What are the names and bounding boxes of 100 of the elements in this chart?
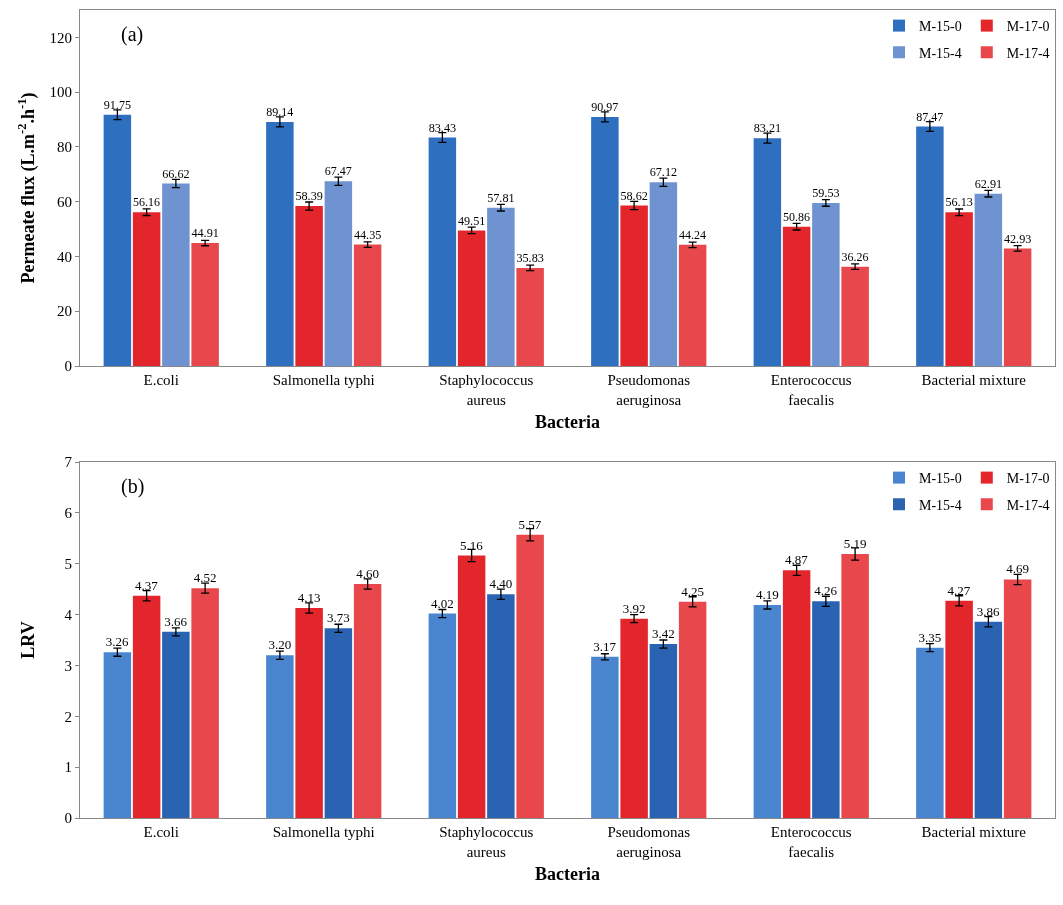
data-label: 3.35 [918, 629, 942, 645]
bar [487, 594, 515, 818]
bar [132, 595, 161, 818]
data-label: 3.86 [976, 603, 1000, 619]
bar [132, 212, 161, 366]
y-tick-label: 20 [57, 303, 72, 320]
y-tick-label: 5 [64, 555, 72, 572]
bar [591, 116, 619, 366]
legend-label: M-15-4 [919, 497, 962, 513]
data-label: 3.42 [652, 626, 675, 642]
legend-label: M-17-0 [1006, 471, 1050, 487]
bar [1003, 248, 1032, 366]
data-label: 44.91 [191, 226, 219, 241]
y-tick-label: 1 [64, 759, 72, 776]
bar [841, 554, 869, 818]
data-label: 90.97 [591, 100, 619, 115]
y-tick-label: 120 [49, 29, 72, 46]
x-tick-label: Bacterial mixture [921, 372, 1027, 388]
bar [516, 534, 544, 818]
data-label: 4.25 [681, 583, 704, 599]
data-label: 42.93 [1003, 231, 1032, 246]
x-tick-label: Enterococcus faecalis [770, 824, 852, 860]
bar [841, 266, 869, 366]
legend-label: M-17-4 [1006, 45, 1050, 61]
data-label: 3.92 [622, 600, 646, 616]
data-label: 4.19 [756, 586, 779, 602]
data-label: 49.51 [457, 213, 486, 228]
bar [782, 226, 811, 366]
bar [649, 182, 678, 366]
bar [191, 588, 219, 818]
bar [782, 570, 811, 818]
y-tick-label: 0 [64, 810, 72, 827]
bar [753, 138, 782, 366]
data-label: 4.27 [947, 582, 971, 598]
data-label: 3.73 [327, 610, 350, 626]
data-label: 4.40 [489, 576, 513, 592]
bar [591, 656, 619, 818]
legend-label: M-17-4 [1006, 497, 1050, 513]
legend-label: M-15-0 [919, 471, 962, 487]
data-label: 50.86 [782, 209, 810, 224]
legend-label: M-15-4 [919, 45, 962, 61]
bar [103, 652, 132, 818]
x-tick-label: Pseudomonas aeruginosa [607, 372, 691, 408]
bar [974, 621, 1003, 818]
y-axis-title: LRV [18, 621, 38, 659]
y-tick-label: 40 [57, 248, 72, 265]
data-label: 3.26 [105, 634, 129, 650]
bar [103, 114, 132, 366]
data-label: 89.14 [266, 105, 294, 120]
y-tick-label: 7 [64, 454, 73, 471]
bar [916, 126, 944, 366]
data-label: 4.02 [431, 595, 454, 611]
data-label: 58.39 [295, 189, 323, 204]
data-label: 44.35 [353, 227, 382, 242]
annotation: (b) [121, 475, 145, 498]
x-tick-label: Staphylococcus aureus [439, 372, 534, 408]
y-tick-label: 3 [64, 657, 72, 674]
bar [812, 601, 840, 818]
data-label: 56.16 [132, 195, 160, 210]
bar [974, 193, 1003, 366]
data-label: 44.24 [678, 228, 706, 243]
x-axis-title: Bacteria [535, 863, 600, 884]
x-tick-label: Enterococcus faecalis [770, 372, 852, 408]
x-tick-label: Salmonella typhi [272, 824, 375, 840]
annotation: (a) [121, 23, 144, 46]
x-tick-label: E.coli [143, 372, 179, 388]
x-tick-label: E.coli [143, 824, 179, 840]
y-tick-label: 0 [64, 358, 72, 375]
bar [162, 631, 190, 818]
y-tick-label: 80 [57, 139, 72, 156]
x-tick-label: Pseudomonas aeruginosa [607, 824, 691, 860]
bar [353, 244, 382, 366]
bar [516, 267, 544, 366]
bar [620, 618, 648, 818]
y-tick-label: 100 [49, 84, 72, 101]
data-label: 4.60 [356, 566, 379, 582]
data-label: 36.26 [841, 249, 869, 264]
bar [191, 243, 219, 366]
data-label: 57.81 [487, 190, 515, 205]
bar [620, 205, 648, 366]
data-label: 58.62 [620, 188, 648, 203]
legend-label: M-17-0 [1006, 19, 1050, 35]
data-label: 4.69 [1006, 561, 1029, 577]
bar [162, 183, 190, 366]
x-tick-label: Salmonella typhi [272, 372, 375, 388]
bar [324, 181, 353, 366]
data-label: 5.19 [843, 536, 867, 552]
data-label: 62.91 [974, 176, 1003, 191]
data-label: 56.13 [945, 195, 973, 210]
legend-label: M-15-0 [919, 19, 962, 35]
x-axis-title: Bacteria [535, 411, 600, 432]
bar [295, 607, 323, 818]
bar [649, 644, 678, 818]
data-label: 66.62 [162, 166, 190, 181]
data-label: 4.37 [135, 577, 159, 593]
bar [945, 600, 973, 818]
data-label: 3.66 [164, 613, 188, 629]
data-label: 35.83 [516, 251, 544, 266]
bar [295, 206, 323, 366]
data-label: 4.52 [193, 570, 217, 586]
